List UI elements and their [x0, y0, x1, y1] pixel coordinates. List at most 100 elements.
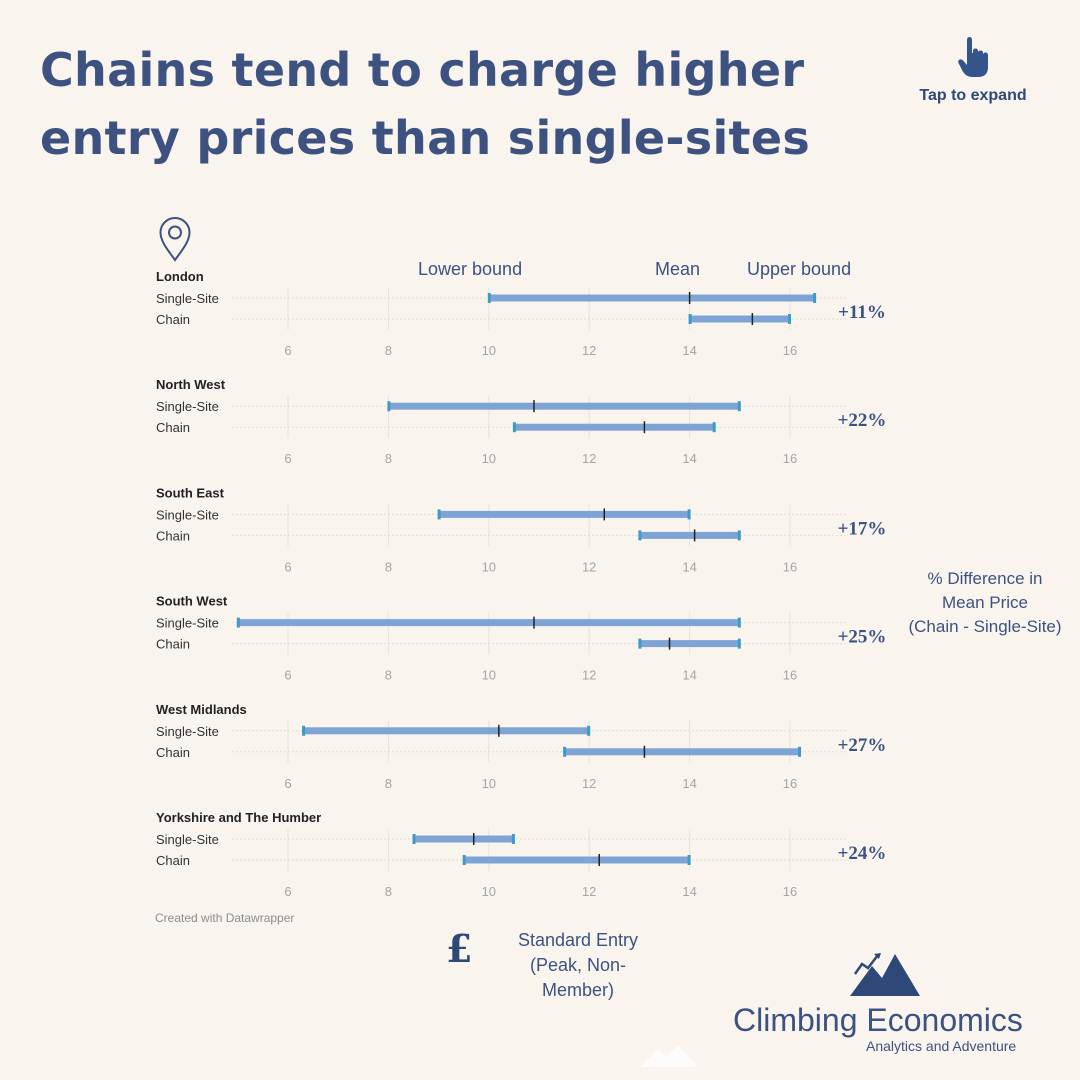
tick-label: 8 — [385, 451, 392, 466]
legend-mean: Mean — [655, 259, 701, 279]
range-bar — [413, 835, 514, 843]
mean-marker — [643, 421, 646, 434]
mountain-watermark-icon — [640, 1045, 698, 1067]
row-label: Single-Site — [156, 399, 219, 414]
diff-label: +11% — [838, 302, 886, 323]
mean-marker — [533, 616, 535, 629]
region-title: West Midlands — [156, 702, 247, 717]
x-axis-note: Standard Entry (Peak, Non- Member) — [500, 928, 656, 1003]
brand-tagline: Analytics and Adventure — [866, 1038, 1017, 1054]
tick-label: 12 — [582, 343, 596, 358]
mean-marker — [533, 400, 535, 413]
upper-bound-cap — [687, 509, 691, 520]
row-label: Single-Site — [156, 724, 219, 739]
range-bar — [303, 727, 590, 735]
tick-label: 14 — [682, 559, 696, 574]
tap-to-expand[interactable]: Tap to expand — [898, 36, 1048, 105]
tick-label: 6 — [284, 668, 291, 683]
range-bar — [488, 294, 816, 302]
pound-icon: £ — [446, 926, 473, 971]
tick-label: 8 — [385, 559, 392, 574]
diff-label: +22% — [838, 410, 887, 431]
mean-marker — [693, 529, 696, 542]
mean-marker — [472, 833, 475, 845]
tick-label: 6 — [284, 884, 291, 899]
lower-bound-cap — [302, 725, 306, 736]
legend-lower-bound: Lower bound — [418, 259, 523, 279]
upper-bound-cap — [798, 746, 802, 757]
page-title-line-2: entry prices than single-sites — [40, 111, 810, 165]
tick-label: 16 — [783, 884, 797, 899]
tick-label: 12 — [582, 776, 596, 791]
tick-label: 16 — [783, 343, 797, 358]
row-label: Single-Site — [156, 832, 219, 847]
tick-label: 16 — [783, 451, 797, 466]
x-axis-note-line-2: (Peak, Non- — [529, 955, 627, 975]
region-yorkshire-and-the-humber: Yorkshire and The Humber Single-Site Chain… — [156, 810, 886, 899]
lower-bound-cap — [638, 638, 642, 649]
tick-label: 14 — [682, 668, 696, 683]
row-label: Chain — [156, 420, 190, 435]
region-west-midlands: West Midlands Single-Site Chain 6 8 10 12 14 16 +… — [156, 702, 886, 791]
x-axis-note-line-1: Standard Entry — [517, 930, 639, 950]
mean-marker — [598, 854, 600, 866]
lower-bound-cap — [387, 401, 391, 412]
mean-marker — [498, 724, 500, 737]
tick-label: 12 — [582, 668, 596, 683]
tick-label: 6 — [284, 559, 291, 574]
hand-pointer-icon — [958, 37, 988, 77]
tick-label: 10 — [482, 668, 496, 683]
upper-bound-cap — [737, 617, 741, 628]
mountain-logo-icon — [850, 953, 920, 996]
region-title: London — [156, 269, 204, 284]
tick-label: 12 — [582, 451, 596, 466]
region-south-west: South West Single-Site Chain 6 8 10 12 14 16 +25% — [156, 594, 886, 683]
range-bar — [689, 315, 790, 323]
range-bar — [388, 402, 740, 410]
tick-label: 16 — [783, 559, 797, 574]
upper-bound-cap — [712, 422, 716, 433]
tick-label: 8 — [385, 884, 392, 899]
row-label: Single-Site — [156, 291, 219, 306]
credit-text: Created with Datawrapper — [155, 911, 295, 925]
tick-label: 14 — [682, 451, 696, 466]
range-bar — [463, 856, 690, 864]
page-title: Chains tend to charge higher entry price… — [40, 36, 860, 172]
tick-label: 8 — [385, 343, 392, 358]
upper-bound-cap — [687, 855, 691, 865]
lower-bound-cap — [487, 293, 491, 303]
mean-marker — [668, 637, 671, 650]
row-label: Single-Site — [156, 507, 219, 522]
range-bar — [564, 748, 801, 756]
x-axis-note-line-3: Member) — [541, 980, 614, 1000]
range-bar — [639, 531, 740, 539]
upper-bound-cap — [737, 401, 741, 412]
region-north-west: North West Single-Site Chain 6 8 10 12 14 16 +22% — [156, 377, 886, 466]
range-bar — [513, 423, 715, 431]
diff-label: +24% — [838, 843, 887, 864]
mean-marker — [751, 313, 754, 325]
upper-bound-cap — [737, 638, 741, 649]
mean-marker — [603, 508, 606, 521]
tick-label: 12 — [582, 884, 596, 899]
mean-marker — [643, 745, 646, 758]
range-bar — [237, 619, 740, 627]
upper-bound-cap — [587, 725, 591, 736]
tick-label: 8 — [385, 668, 392, 683]
region-title: Yorkshire and The Humber — [156, 810, 321, 825]
row-label: Single-Site — [156, 616, 219, 631]
region-title: South West — [156, 594, 228, 609]
diff-label: +17% — [838, 518, 887, 539]
tick-label: 6 — [284, 451, 291, 466]
brand-name: Climbing Economics — [733, 1002, 1023, 1038]
tick-label: 10 — [482, 559, 496, 574]
row-label: Chain — [156, 312, 190, 327]
legend-upper-bound: Upper bound — [747, 259, 852, 279]
lower-bound-cap — [412, 834, 416, 844]
tick-label: 14 — [682, 884, 696, 899]
diff-axis-note-line-1: % Difference in — [927, 569, 1043, 588]
location-pin-icon — [159, 217, 191, 262]
tick-label: 10 — [482, 776, 496, 791]
range-bar — [639, 640, 740, 648]
